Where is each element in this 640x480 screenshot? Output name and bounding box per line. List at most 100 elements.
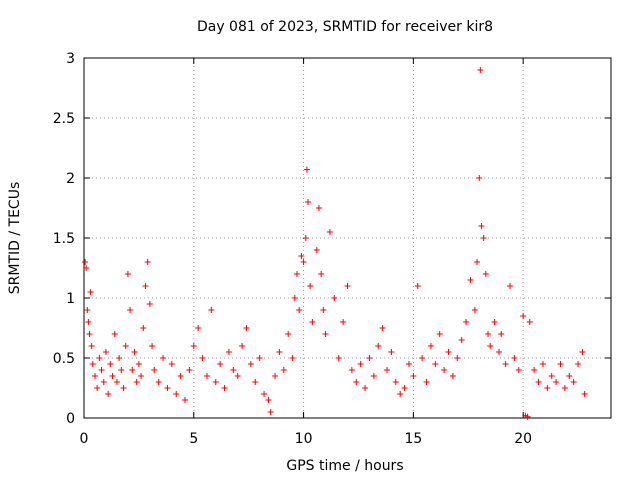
data-point (491, 319, 498, 325)
data-point (160, 355, 167, 361)
x-tick-label: 10 (295, 431, 313, 447)
data-point (304, 199, 311, 205)
data-point (102, 349, 109, 355)
data-point (487, 343, 494, 349)
data-point (575, 361, 582, 367)
data-point (467, 277, 474, 283)
data-point (116, 355, 123, 361)
data-point (384, 367, 391, 373)
data-point (340, 319, 347, 325)
data-point (379, 325, 386, 331)
data-point (182, 397, 189, 403)
data-point (190, 343, 197, 349)
data-point (83, 265, 90, 271)
data-point (478, 223, 485, 229)
data-point (129, 367, 136, 373)
data-point (419, 355, 426, 361)
data-point (131, 349, 138, 355)
data-point (370, 373, 377, 379)
data-point (225, 349, 232, 355)
data-point (313, 247, 320, 253)
data-point (315, 205, 322, 211)
data-point (280, 367, 287, 373)
data-point (289, 355, 296, 361)
x-tick-label: 5 (189, 431, 198, 447)
data-point (149, 343, 156, 349)
data-point (151, 367, 158, 373)
data-point (98, 367, 105, 373)
data-point (362, 385, 369, 391)
data-point (318, 271, 325, 277)
data-point (87, 289, 94, 295)
data-point (344, 283, 351, 289)
data-point (401, 385, 408, 391)
data-point (520, 313, 527, 319)
data-point (85, 319, 92, 325)
data-point (544, 385, 551, 391)
data-point (557, 361, 564, 367)
data-point (436, 331, 443, 337)
data-point (168, 361, 175, 367)
data-point (221, 385, 228, 391)
data-point (107, 361, 114, 367)
data-point (326, 229, 333, 235)
data-point (302, 235, 309, 241)
data-point (366, 355, 373, 361)
y-tick-label: 0 (66, 411, 75, 427)
data-point (177, 373, 184, 379)
data-point (307, 283, 314, 289)
data-point (91, 373, 98, 379)
data-point (405, 361, 412, 367)
data-point (142, 283, 149, 289)
data-point (463, 319, 470, 325)
data-point (535, 379, 542, 385)
y-tick-label: 0.5 (53, 351, 75, 367)
data-point (309, 319, 316, 325)
data-point (476, 175, 483, 181)
data-point (423, 379, 430, 385)
data-point (506, 283, 513, 289)
data-point (375, 343, 382, 349)
data-point (388, 349, 395, 355)
y-tick-label: 3 (66, 51, 75, 67)
data-point (247, 361, 254, 367)
data-point (234, 373, 241, 379)
data-point (498, 331, 505, 337)
data-point (296, 307, 303, 313)
data-point (105, 391, 112, 397)
data-point (252, 379, 259, 385)
data-point (94, 385, 101, 391)
data-point (291, 295, 298, 301)
data-point (353, 379, 360, 385)
data-point (480, 235, 487, 241)
data-point (331, 295, 338, 301)
data-point (155, 379, 162, 385)
data-point (111, 331, 118, 337)
data-point (454, 355, 461, 361)
data-point (566, 373, 573, 379)
data-point (414, 283, 421, 289)
data-point (146, 301, 153, 307)
data-point (199, 355, 206, 361)
data-point (397, 391, 404, 397)
data-point (208, 307, 215, 313)
y-tick-label: 2.5 (53, 111, 75, 127)
data-point (458, 337, 465, 343)
data-point (261, 391, 268, 397)
data-point (256, 355, 263, 361)
data-point (133, 379, 140, 385)
data-point (531, 367, 538, 373)
data-point (96, 355, 103, 361)
data-point (298, 253, 305, 259)
data-point (195, 325, 202, 331)
plot-frame (83, 57, 612, 419)
data-point (303, 166, 310, 173)
data-point (335, 355, 342, 361)
data-point (272, 373, 279, 379)
data-point (89, 361, 96, 367)
data-point (357, 361, 364, 367)
y-axis-label: SRMTID / TECUs (7, 182, 23, 295)
data-point (432, 361, 439, 367)
data-point (84, 307, 91, 313)
data-point (217, 361, 224, 367)
